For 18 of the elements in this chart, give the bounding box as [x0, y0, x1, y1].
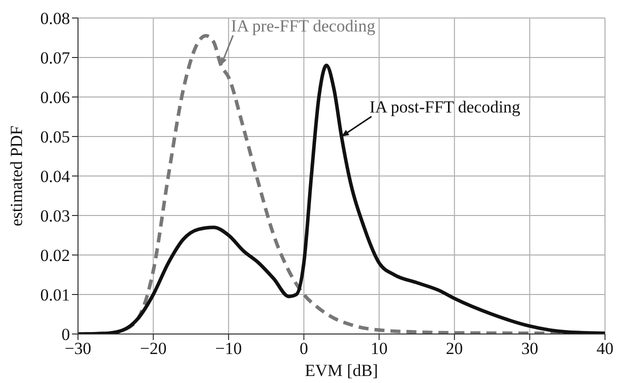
x-axis-title: EVM [dB] [304, 361, 378, 380]
x-tick-label: 40 [596, 339, 614, 358]
x-tick-label: 0 [300, 339, 308, 358]
x-tick-label: 20 [446, 339, 463, 358]
y-tick-label: 0.05 [40, 128, 70, 147]
annotation: IA post-FFT decoding [370, 98, 521, 116]
y-tick-label: 0.02 [40, 246, 70, 266]
y-axis-title: estimated PDF [7, 126, 26, 226]
y-tick-label: 0.06 [40, 88, 70, 108]
y-tick-label: 0.03 [40, 206, 70, 226]
x-tick-label: 10 [370, 339, 388, 358]
y-tick-label: 0.04 [40, 167, 70, 186]
x-tick-label: 30 [521, 339, 538, 358]
x-tick-label: −10 [215, 339, 242, 358]
y-tick-label: 0.01 [40, 286, 70, 305]
x-tick-label: −20 [140, 339, 167, 358]
y-tick-label: 0.08 [40, 9, 70, 28]
y-tick-label: 0.07 [40, 48, 70, 68]
